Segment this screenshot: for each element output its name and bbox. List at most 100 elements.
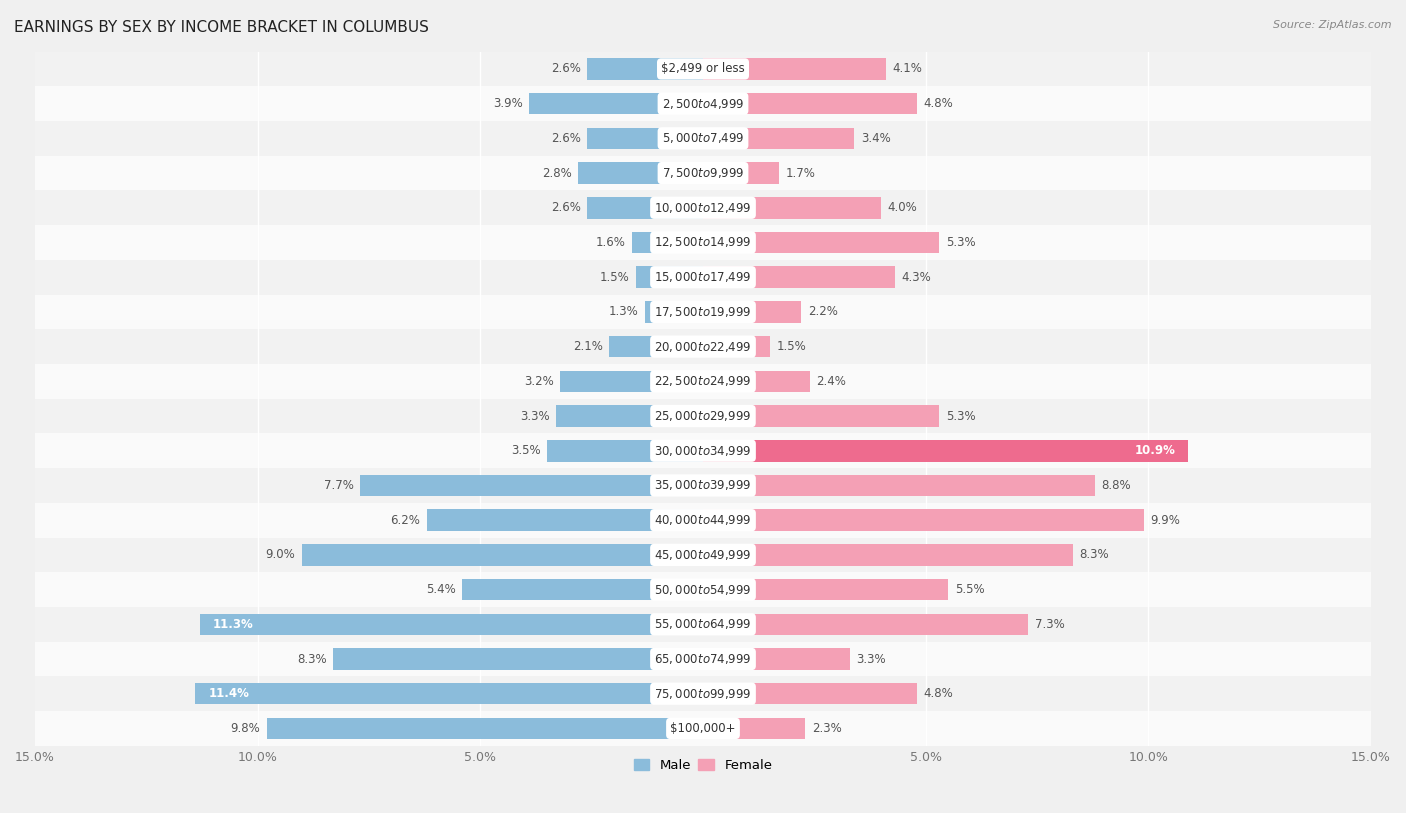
Text: 3.3%: 3.3% xyxy=(520,410,550,423)
Bar xyxy=(35,364,1371,398)
Text: 9.8%: 9.8% xyxy=(231,722,260,735)
Bar xyxy=(35,190,1371,225)
Text: 2.6%: 2.6% xyxy=(551,202,581,215)
Bar xyxy=(267,718,703,739)
Bar xyxy=(200,614,703,635)
Text: 1.7%: 1.7% xyxy=(786,167,815,180)
Bar xyxy=(703,405,939,427)
Text: 1.6%: 1.6% xyxy=(595,236,626,249)
Text: 11.3%: 11.3% xyxy=(214,618,254,631)
Bar xyxy=(35,572,1371,607)
Text: 2.3%: 2.3% xyxy=(813,722,842,735)
Bar xyxy=(35,156,1371,190)
Text: $50,000 to $54,999: $50,000 to $54,999 xyxy=(654,583,752,597)
Text: $65,000 to $74,999: $65,000 to $74,999 xyxy=(654,652,752,666)
Bar xyxy=(35,51,1371,86)
Bar xyxy=(555,405,703,427)
Text: 2.1%: 2.1% xyxy=(572,340,603,353)
Bar xyxy=(547,440,703,462)
Text: 3.9%: 3.9% xyxy=(494,97,523,110)
Bar xyxy=(703,232,939,253)
Text: 9.9%: 9.9% xyxy=(1150,514,1181,527)
Text: 4.8%: 4.8% xyxy=(924,687,953,700)
Bar xyxy=(35,260,1371,294)
Text: 2.4%: 2.4% xyxy=(817,375,846,388)
Bar xyxy=(631,232,703,253)
Bar xyxy=(588,197,703,219)
Text: 6.2%: 6.2% xyxy=(391,514,420,527)
Text: 3.4%: 3.4% xyxy=(860,132,891,145)
Text: $30,000 to $34,999: $30,000 to $34,999 xyxy=(654,444,752,458)
Bar xyxy=(703,93,917,115)
Legend: Male, Female: Male, Female xyxy=(628,754,778,777)
Bar xyxy=(302,544,703,566)
Text: $75,000 to $99,999: $75,000 to $99,999 xyxy=(654,687,752,701)
Text: $10,000 to $12,499: $10,000 to $12,499 xyxy=(654,201,752,215)
Text: $2,500 to $4,999: $2,500 to $4,999 xyxy=(662,97,744,111)
Text: 7.3%: 7.3% xyxy=(1035,618,1064,631)
Text: 8.3%: 8.3% xyxy=(297,653,326,666)
Text: 1.5%: 1.5% xyxy=(600,271,630,284)
Bar xyxy=(703,614,1028,635)
Text: EARNINGS BY SEX BY INCOME BRACKET IN COLUMBUS: EARNINGS BY SEX BY INCOME BRACKET IN COL… xyxy=(14,20,429,35)
Text: $15,000 to $17,499: $15,000 to $17,499 xyxy=(654,270,752,285)
Text: 10.9%: 10.9% xyxy=(1135,444,1175,457)
Text: 7.7%: 7.7% xyxy=(323,479,353,492)
Text: 1.3%: 1.3% xyxy=(609,306,638,319)
Bar xyxy=(35,294,1371,329)
Text: $40,000 to $44,999: $40,000 to $44,999 xyxy=(654,513,752,527)
Text: $7,500 to $9,999: $7,500 to $9,999 xyxy=(662,166,744,180)
Bar xyxy=(703,267,894,288)
Bar xyxy=(703,59,886,80)
Text: 5.5%: 5.5% xyxy=(955,583,984,596)
Bar xyxy=(703,440,1188,462)
Bar xyxy=(35,468,1371,502)
Bar xyxy=(35,121,1371,156)
Text: 3.3%: 3.3% xyxy=(856,653,886,666)
Text: 2.8%: 2.8% xyxy=(541,167,572,180)
Bar xyxy=(703,336,770,358)
Bar xyxy=(35,329,1371,364)
Bar xyxy=(703,510,1144,531)
Text: 4.8%: 4.8% xyxy=(924,97,953,110)
Bar xyxy=(195,683,703,705)
Text: $2,499 or less: $2,499 or less xyxy=(661,63,745,76)
Bar xyxy=(578,163,703,184)
Bar xyxy=(703,475,1095,496)
Bar xyxy=(35,607,1371,641)
Text: $55,000 to $64,999: $55,000 to $64,999 xyxy=(654,617,752,631)
Text: 9.0%: 9.0% xyxy=(266,549,295,561)
Bar xyxy=(588,128,703,149)
Bar xyxy=(360,475,703,496)
Text: 4.1%: 4.1% xyxy=(893,63,922,76)
Text: 8.8%: 8.8% xyxy=(1102,479,1132,492)
Bar xyxy=(703,718,806,739)
Bar xyxy=(463,579,703,600)
Text: 11.4%: 11.4% xyxy=(208,687,249,700)
Bar xyxy=(35,676,1371,711)
Text: 1.5%: 1.5% xyxy=(776,340,806,353)
Bar xyxy=(703,128,855,149)
Bar xyxy=(35,502,1371,537)
Bar xyxy=(703,579,948,600)
Bar xyxy=(35,225,1371,260)
Text: $25,000 to $29,999: $25,000 to $29,999 xyxy=(654,409,752,423)
Bar xyxy=(703,371,810,392)
Text: $35,000 to $39,999: $35,000 to $39,999 xyxy=(654,479,752,493)
Bar xyxy=(35,537,1371,572)
Text: $12,500 to $14,999: $12,500 to $14,999 xyxy=(654,236,752,250)
Text: $17,500 to $19,999: $17,500 to $19,999 xyxy=(654,305,752,319)
Text: Source: ZipAtlas.com: Source: ZipAtlas.com xyxy=(1274,20,1392,30)
Text: $100,000+: $100,000+ xyxy=(671,722,735,735)
Bar xyxy=(35,433,1371,468)
Text: 4.0%: 4.0% xyxy=(887,202,918,215)
Bar xyxy=(333,648,703,670)
Text: 3.2%: 3.2% xyxy=(524,375,554,388)
Bar xyxy=(35,711,1371,746)
Bar xyxy=(703,648,851,670)
Text: $45,000 to $49,999: $45,000 to $49,999 xyxy=(654,548,752,562)
Bar xyxy=(645,301,703,323)
Bar xyxy=(561,371,703,392)
Text: 3.5%: 3.5% xyxy=(510,444,540,457)
Bar xyxy=(703,163,779,184)
